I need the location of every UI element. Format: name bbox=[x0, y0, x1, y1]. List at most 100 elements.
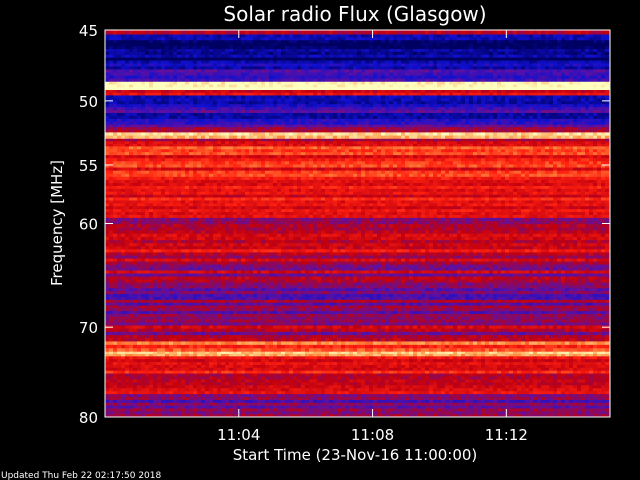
heatmap-cell bbox=[213, 72, 218, 77]
heatmap-cell bbox=[181, 37, 186, 41]
heatmap-cell bbox=[229, 40, 234, 44]
heatmap-cell bbox=[217, 43, 222, 47]
heatmap-cell bbox=[517, 40, 522, 44]
heatmap-cell bbox=[465, 40, 470, 44]
heatmap-cell bbox=[341, 66, 346, 71]
heatmap-cell bbox=[153, 72, 158, 77]
heatmap-cell bbox=[537, 72, 542, 77]
heatmap-cell bbox=[233, 75, 238, 80]
heatmap-cell bbox=[185, 60, 190, 65]
heatmap-cell bbox=[177, 63, 182, 67]
heatmap-cell bbox=[273, 69, 278, 74]
heatmap-cell bbox=[453, 57, 458, 62]
heatmap-cell bbox=[425, 69, 430, 74]
heatmap-cell bbox=[521, 43, 526, 47]
heatmap-cell bbox=[385, 66, 390, 71]
heatmap-cell bbox=[193, 84, 198, 88]
heatmap-cell bbox=[437, 34, 442, 38]
heatmap-cell bbox=[165, 30, 170, 36]
heatmap-cell bbox=[197, 84, 202, 88]
heatmap-cell bbox=[593, 84, 598, 88]
heatmap-cell bbox=[209, 40, 214, 44]
heatmap-cell bbox=[405, 40, 410, 44]
heatmap-cell bbox=[225, 37, 230, 41]
heatmap-cell bbox=[249, 51, 254, 56]
heatmap-cell bbox=[533, 66, 538, 71]
heatmap-cell bbox=[229, 87, 234, 91]
heatmap-cell bbox=[337, 69, 342, 74]
heatmap-cell bbox=[309, 60, 314, 65]
heatmap-cell bbox=[305, 30, 310, 36]
heatmap-cell bbox=[209, 66, 214, 71]
heatmap-cell bbox=[605, 48, 610, 53]
heatmap-cell bbox=[397, 60, 402, 65]
heatmap-cell bbox=[341, 60, 346, 65]
heatmap-cell bbox=[369, 48, 374, 53]
heatmap-cell bbox=[109, 69, 114, 74]
heatmap-cell bbox=[373, 43, 378, 47]
heatmap-cell bbox=[257, 54, 262, 59]
heatmap-cell bbox=[373, 72, 378, 77]
heatmap-cell bbox=[413, 51, 418, 56]
heatmap-cell bbox=[581, 30, 586, 36]
heatmap-cell bbox=[409, 84, 414, 88]
heatmap-cell bbox=[177, 81, 182, 86]
heatmap-cell bbox=[257, 48, 262, 53]
heatmap-cell bbox=[301, 46, 306, 50]
heatmap-cell bbox=[433, 84, 438, 88]
heatmap-cell bbox=[453, 48, 458, 53]
heatmap-cell bbox=[437, 57, 442, 62]
heatmap-cell bbox=[197, 43, 202, 47]
heatmap-cell bbox=[225, 87, 230, 91]
heatmap-cell bbox=[389, 72, 394, 77]
heatmap-cell bbox=[213, 34, 218, 38]
heatmap-cell bbox=[325, 30, 330, 36]
heatmap-cell bbox=[121, 46, 126, 50]
heatmap-cell bbox=[521, 84, 526, 88]
heatmap-cell bbox=[537, 46, 542, 50]
plot-area bbox=[105, 30, 610, 417]
heatmap-cell bbox=[353, 54, 358, 59]
heatmap-cell bbox=[237, 72, 242, 77]
heatmap-cell bbox=[377, 87, 382, 91]
heatmap-cell bbox=[293, 75, 298, 80]
heatmap-cell bbox=[437, 30, 442, 36]
heatmap-cell bbox=[105, 37, 110, 41]
heatmap-cell bbox=[149, 30, 154, 36]
heatmap-cell bbox=[561, 40, 566, 44]
heatmap-cell bbox=[389, 46, 394, 50]
heatmap-cell bbox=[161, 34, 166, 38]
heatmap-cell bbox=[205, 87, 210, 91]
heatmap-cell bbox=[473, 60, 478, 65]
heatmap-cell bbox=[289, 63, 294, 67]
heatmap-cell bbox=[417, 69, 422, 74]
heatmap-cell bbox=[341, 81, 346, 86]
heatmap-cell bbox=[565, 57, 570, 62]
heatmap-cell bbox=[337, 60, 342, 65]
heatmap-cell bbox=[349, 66, 354, 71]
heatmap-cell bbox=[349, 69, 354, 74]
heatmap-cell bbox=[193, 81, 198, 86]
heatmap-cell bbox=[497, 57, 502, 62]
heatmap-cell bbox=[129, 81, 134, 86]
heatmap-cell bbox=[521, 57, 526, 62]
heatmap-cell bbox=[565, 66, 570, 71]
heatmap-cell bbox=[509, 46, 514, 50]
heatmap-cell bbox=[489, 72, 494, 77]
heatmap-cell bbox=[309, 48, 314, 53]
heatmap-cell bbox=[221, 48, 226, 53]
heatmap-cell bbox=[413, 30, 418, 36]
heatmap-cell bbox=[237, 37, 242, 41]
heatmap-cell bbox=[493, 63, 498, 67]
heatmap-cell bbox=[109, 78, 114, 83]
heatmap-cell bbox=[233, 72, 238, 77]
heatmap-cell bbox=[505, 43, 510, 47]
heatmap-cell bbox=[137, 34, 142, 38]
heatmap-cell bbox=[209, 48, 214, 53]
heatmap-cell bbox=[577, 69, 582, 74]
heatmap-cell bbox=[245, 40, 250, 44]
heatmap-cell bbox=[189, 57, 194, 62]
heatmap-cell bbox=[581, 57, 586, 62]
heatmap-cell bbox=[113, 78, 118, 83]
heatmap-cell bbox=[321, 66, 326, 71]
